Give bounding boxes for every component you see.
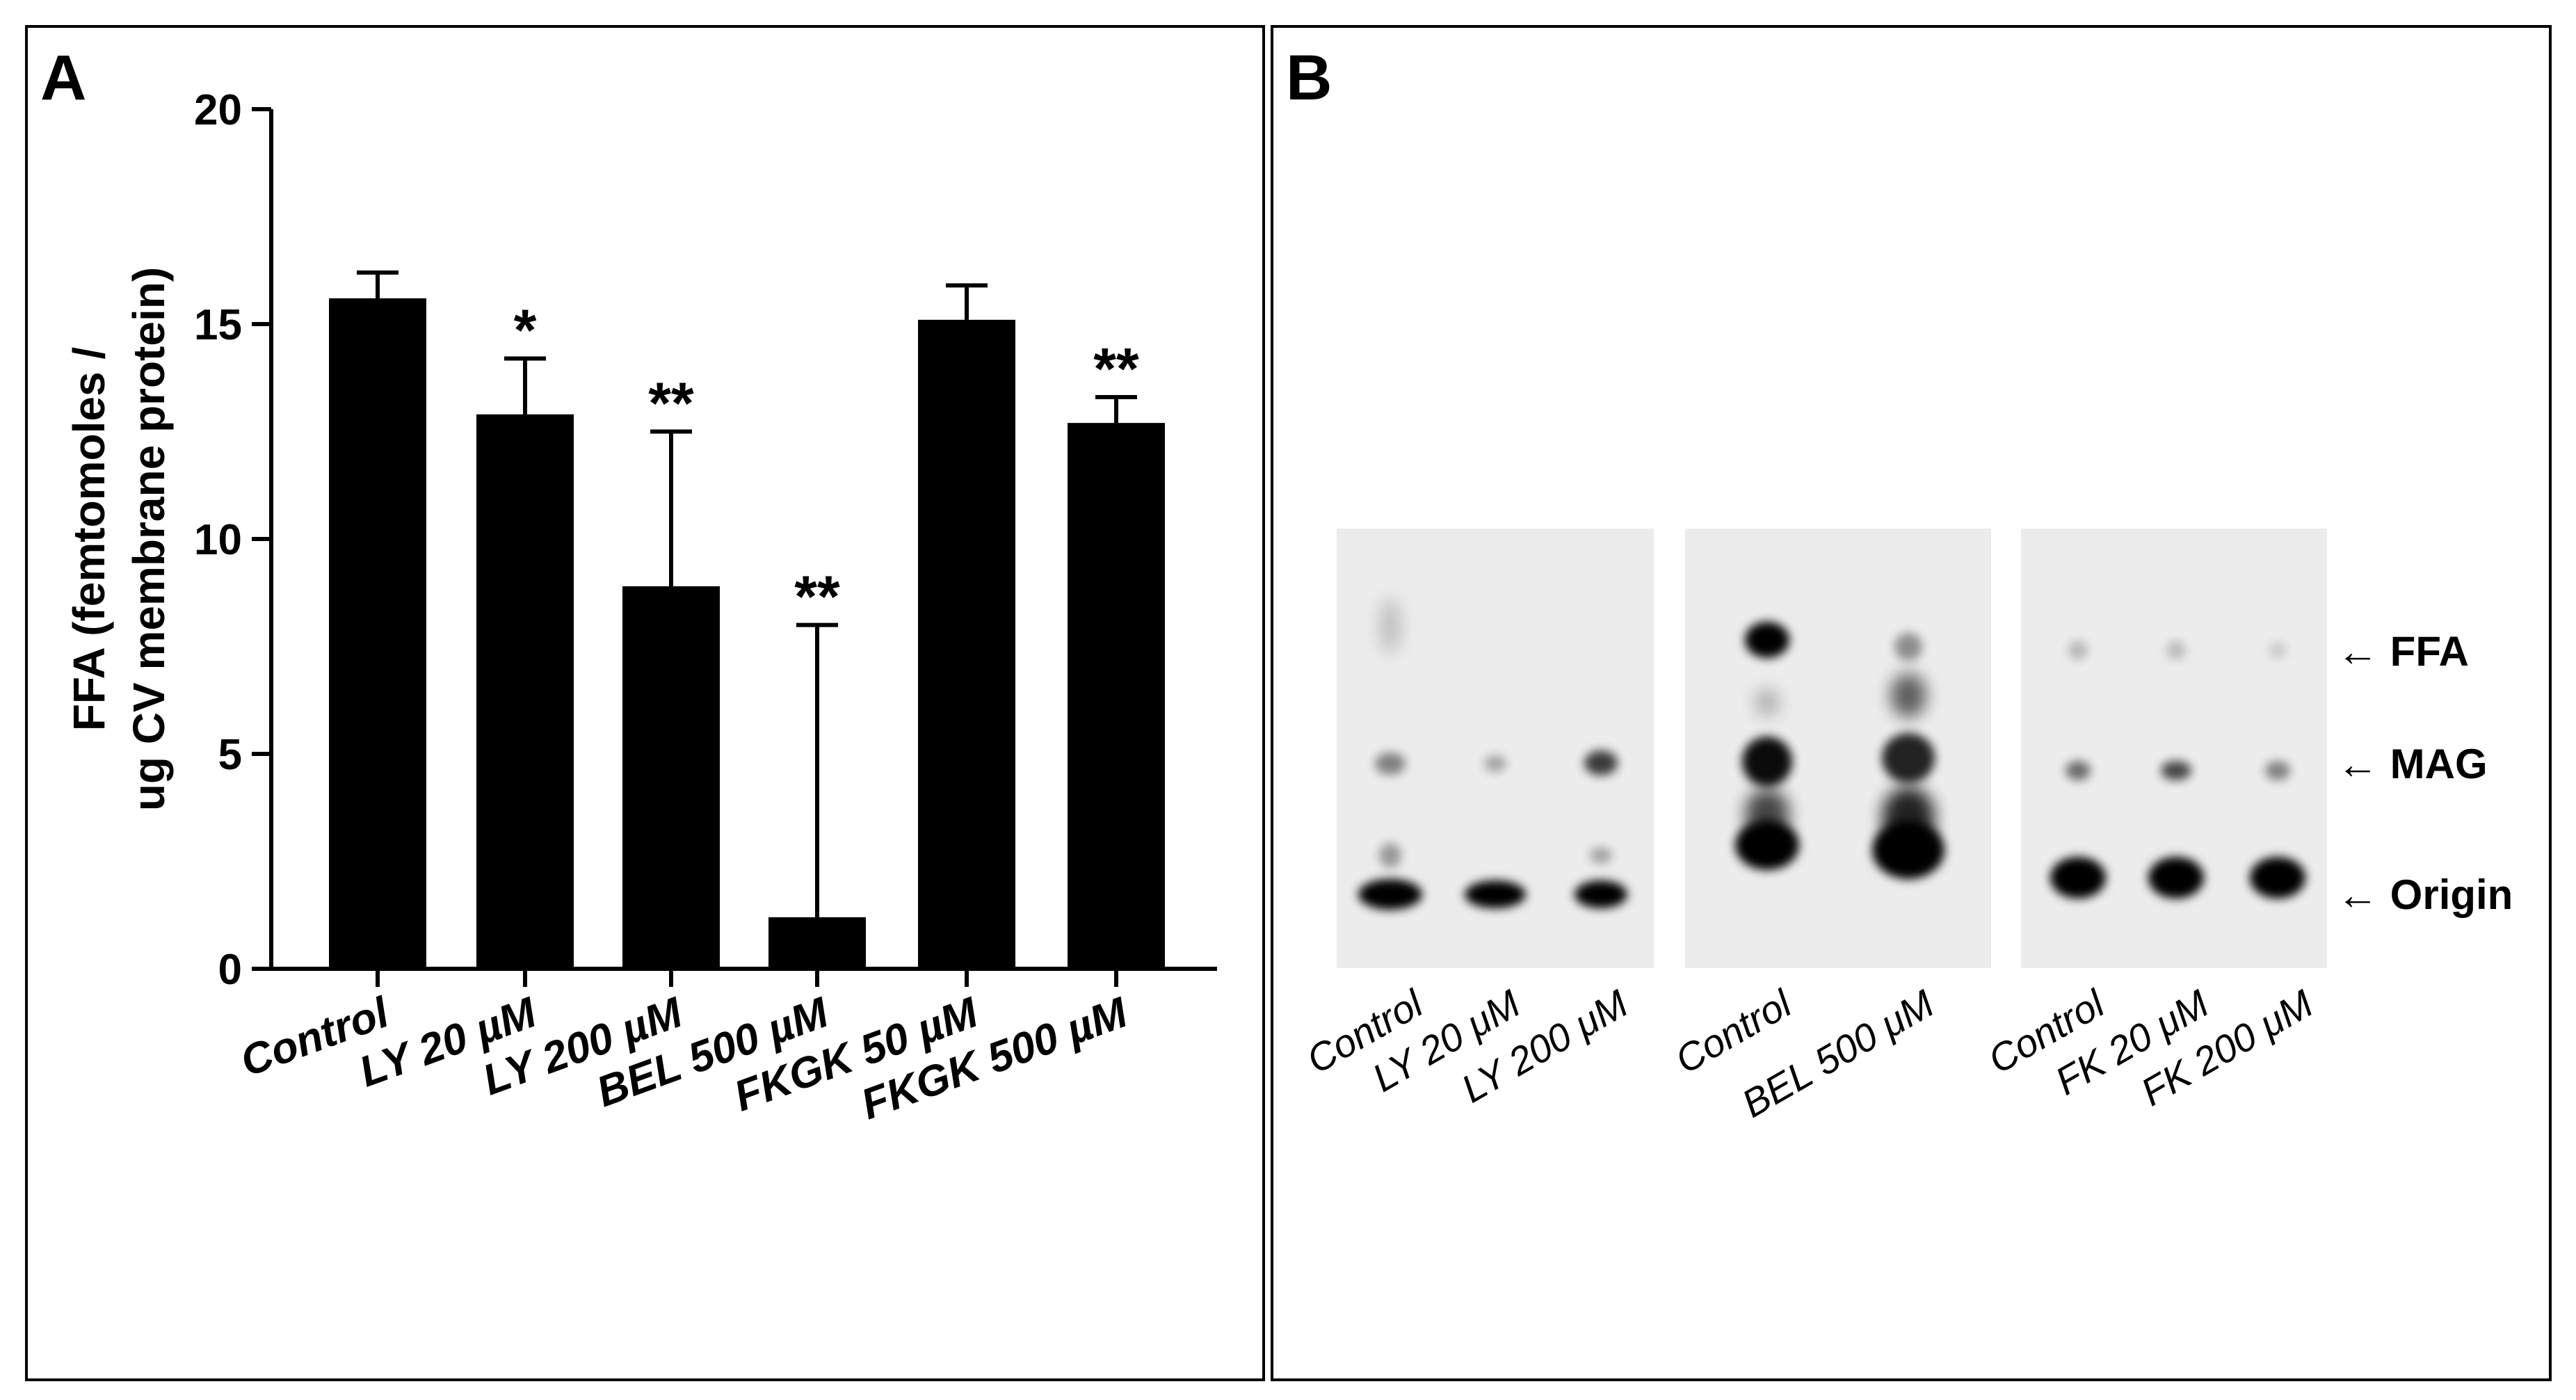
tlc-spot xyxy=(1872,821,1945,879)
tlc-spot xyxy=(1882,733,1935,783)
tlc-plate xyxy=(1685,529,1991,968)
y-tick-label: 20 xyxy=(194,86,242,134)
bar xyxy=(622,586,720,969)
tlc-spot xyxy=(1745,622,1789,658)
y-tick-label: 0 xyxy=(218,946,242,994)
tlc-plate xyxy=(2021,529,2327,968)
bar xyxy=(476,414,574,969)
tlc-spot xyxy=(1379,843,1401,868)
bar xyxy=(918,319,1015,969)
tlc-spot xyxy=(2148,857,2204,899)
tlc-spot xyxy=(1379,598,1401,654)
significance-label: * xyxy=(514,297,537,362)
bar xyxy=(1068,423,1165,969)
tlc-spot xyxy=(2250,857,2305,899)
tlc-spot xyxy=(2265,761,2290,780)
tlc-spot xyxy=(1375,753,1406,775)
y-tick-label: 15 xyxy=(194,301,242,349)
panel-b-label: B xyxy=(1286,42,1333,113)
tlc-marker-label: ← MAG xyxy=(2337,741,2488,787)
tlc-spot xyxy=(2066,761,2091,780)
tlc-spot xyxy=(1358,879,1422,910)
tlc-spot xyxy=(1755,689,1780,716)
tlc-spot xyxy=(1742,737,1792,787)
tlc-spot xyxy=(1890,673,1926,718)
tlc-spot xyxy=(2269,642,2286,659)
tlc-spot xyxy=(1484,755,1506,772)
y-axis-label-line2: ug CV membrane protein) xyxy=(124,267,174,811)
tlc-spot xyxy=(1584,750,1618,775)
y-tick-label: 5 xyxy=(218,731,242,779)
tlc-spot xyxy=(1735,820,1799,870)
y-tick-label: 10 xyxy=(194,516,242,564)
tlc-spot xyxy=(1465,880,1526,908)
bar xyxy=(768,917,866,969)
panel-a-label: A xyxy=(40,42,87,113)
tlc-spot xyxy=(2161,761,2191,780)
tlc-marker-label: ← FFA xyxy=(2337,628,2469,675)
tlc-spot xyxy=(1575,880,1627,908)
significance-label: ** xyxy=(648,371,694,436)
bar xyxy=(329,298,426,969)
tlc-marker-label: ← Origin xyxy=(2337,871,2513,918)
tlc-spot xyxy=(2068,641,2088,660)
significance-label: ** xyxy=(1093,336,1139,401)
significance-label: ** xyxy=(794,564,840,629)
tlc-spot xyxy=(1894,633,1922,661)
tlc-spot xyxy=(2050,857,2106,899)
tlc-spot xyxy=(1590,847,1612,864)
y-axis-label-line1: FFA (femtomoles / xyxy=(64,347,114,732)
tlc-spot xyxy=(2166,641,2186,660)
